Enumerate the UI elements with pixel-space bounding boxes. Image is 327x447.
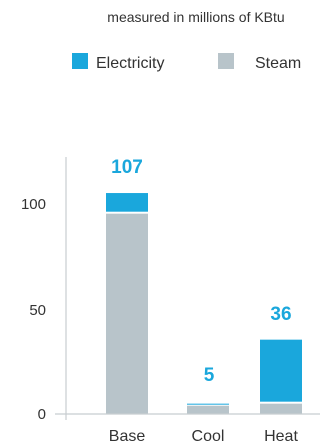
x-tick-label-base: Base xyxy=(109,428,146,445)
bar-steam-heat xyxy=(260,403,302,414)
bar-steam-cool xyxy=(187,405,229,414)
x-tick-label-cool: Cool xyxy=(192,428,225,445)
bar-electricity-base xyxy=(106,193,148,212)
bars xyxy=(106,193,302,414)
y-axis: 0 50 100 xyxy=(21,157,67,423)
legend: Electricity Steam xyxy=(72,53,301,72)
bar-electricity-cool xyxy=(187,403,229,405)
legend-label-steam: Steam xyxy=(255,55,301,72)
y-tick-label: 100 xyxy=(21,196,46,213)
legend-swatch-steam xyxy=(218,53,234,69)
bar-steam-base xyxy=(106,213,148,414)
total-labels: 107 5 36 xyxy=(111,157,291,386)
y-tick-label: 0 xyxy=(38,406,46,423)
y-tick-label: 50 xyxy=(29,302,46,319)
legend-swatch-electricity xyxy=(72,53,88,69)
total-label-heat: 36 xyxy=(270,304,291,325)
bar-electricity-heat xyxy=(260,339,302,402)
x-axis-labels: Base Cool Heat xyxy=(109,428,299,445)
total-label-base: 107 xyxy=(111,157,143,178)
legend-label-electricity: Electricity xyxy=(96,55,164,72)
total-label-cool: 5 xyxy=(204,365,215,386)
chart-subtitle: measured in millions of KBtu xyxy=(107,9,284,25)
x-tick-label-heat: Heat xyxy=(264,428,298,445)
